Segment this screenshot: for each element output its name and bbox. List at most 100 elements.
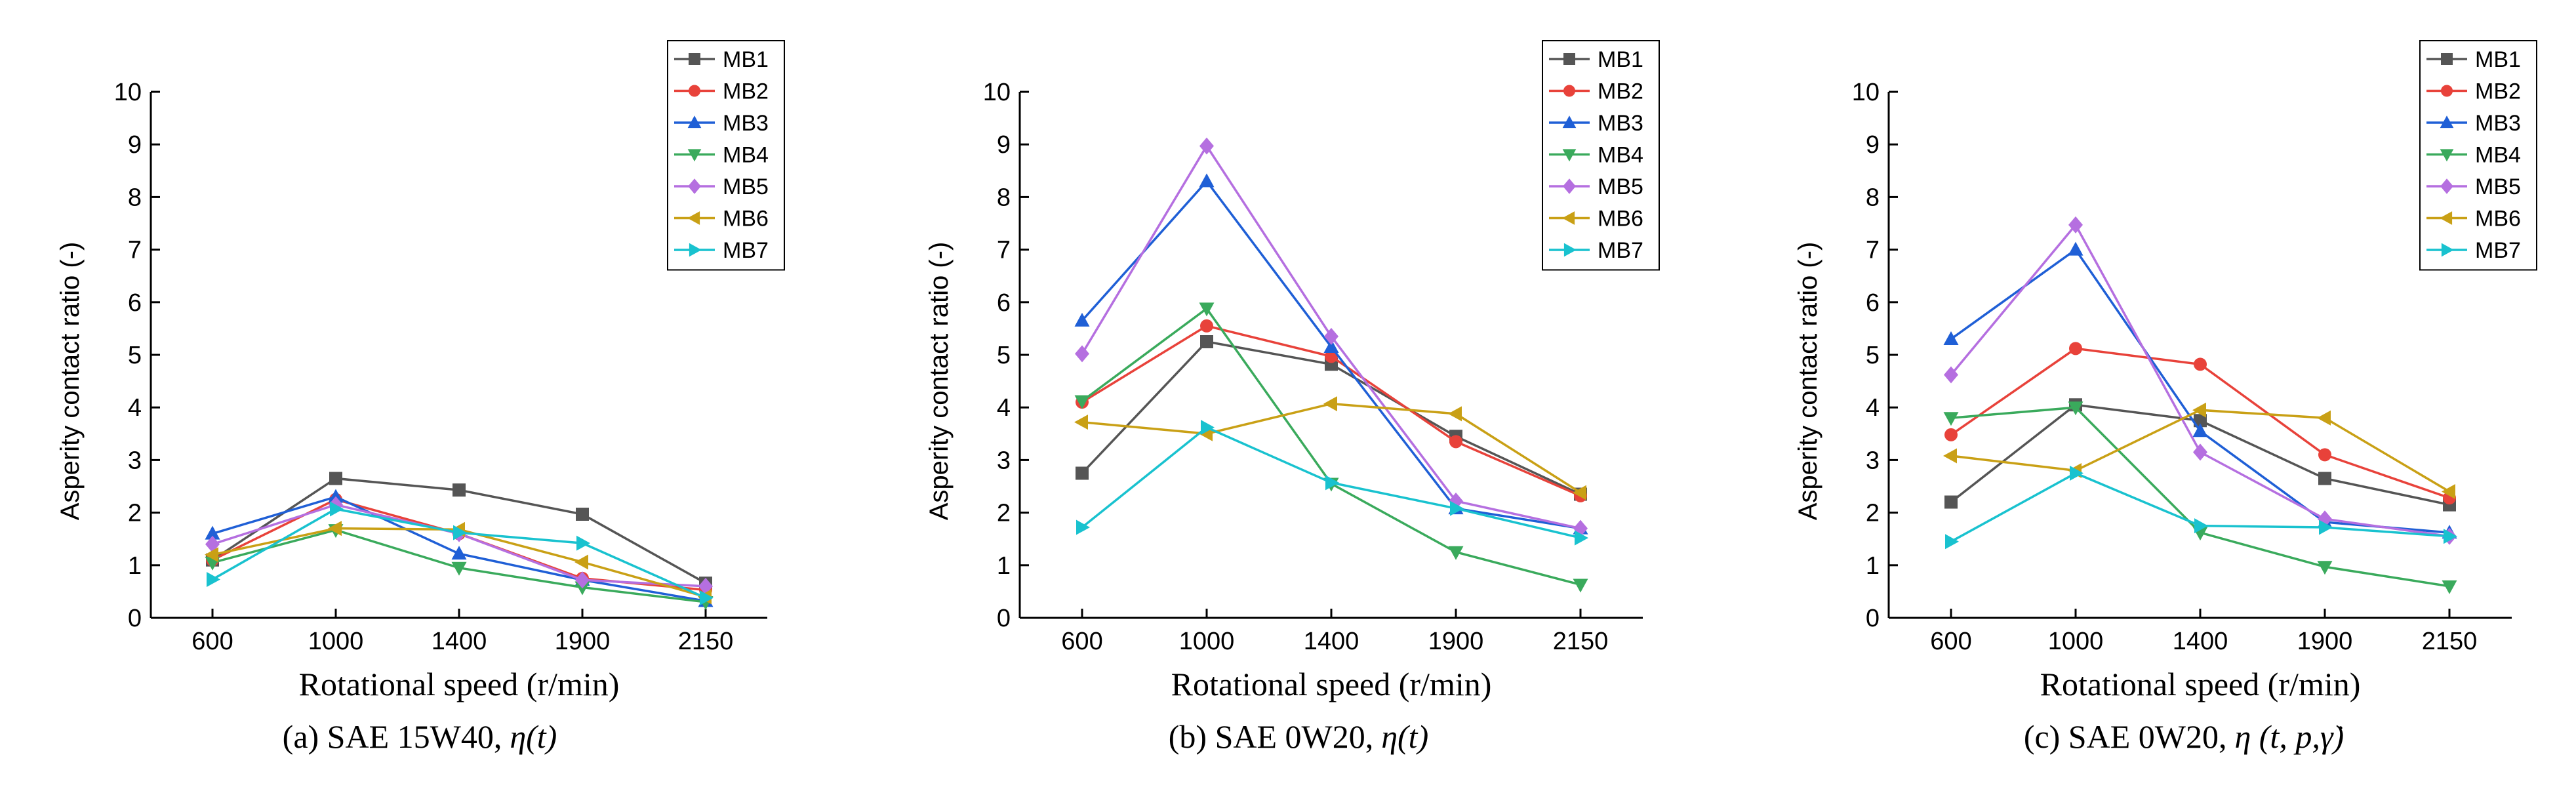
data-point xyxy=(1076,466,1089,480)
series-MB3 xyxy=(205,489,714,607)
data-point xyxy=(2317,561,2333,575)
legend-label: MB2 xyxy=(2475,79,2521,104)
legend-label: MB5 xyxy=(723,174,769,199)
data-point xyxy=(1573,485,1586,500)
x-axis-label: Rotational speed (r/min) xyxy=(299,666,620,702)
y-axis-label: Asperity contact ratio (-) xyxy=(56,242,85,521)
y-tick-label: 9 xyxy=(1866,131,1880,159)
y-tick-label: 1 xyxy=(128,552,142,580)
series-MB7 xyxy=(1945,465,2457,550)
caption-prefix: (b) SAE 0W20, xyxy=(1169,718,1373,755)
y-tick-label: 1 xyxy=(1866,552,1880,580)
data-point xyxy=(1324,327,1338,345)
y-tick-label: 7 xyxy=(128,237,142,264)
legend-marker xyxy=(2440,211,2453,225)
data-point xyxy=(451,561,467,576)
data-point xyxy=(453,525,467,540)
series-line xyxy=(1950,248,2450,534)
data-point xyxy=(1200,335,1213,348)
y-tick-label: 10 xyxy=(983,79,1011,106)
x-tick-label: 1900 xyxy=(1428,628,1484,655)
legend-marker xyxy=(1562,115,1577,129)
legend-marker xyxy=(2440,149,2454,162)
y-tick-label: 1 xyxy=(997,552,1011,580)
data-point xyxy=(1199,173,1215,188)
y-axis-label: Asperity contact ratio (-) xyxy=(925,242,954,521)
data-point xyxy=(453,483,466,497)
data-point xyxy=(2192,423,2208,437)
legend-label: MB6 xyxy=(2475,207,2521,232)
data-point xyxy=(2194,414,2207,428)
legend-label: MB6 xyxy=(723,207,769,232)
data-point xyxy=(1945,534,1959,550)
y-tick-label: 0 xyxy=(997,605,1011,632)
x-tick-label: 2150 xyxy=(1553,628,1609,655)
y-tick-label: 8 xyxy=(997,184,1011,211)
data-point xyxy=(1575,530,1588,546)
x-tick-label: 600 xyxy=(191,628,233,655)
panel-caption: (a) SAE 15W40, η(t) xyxy=(283,718,557,755)
x-axis-label: Rotational speed (r/min) xyxy=(1171,666,1492,702)
caption-symbol: η(t) xyxy=(1381,718,1428,755)
legend-label: MB7 xyxy=(723,238,769,263)
y-tick-label: 3 xyxy=(128,447,142,474)
y-tick-label: 8 xyxy=(128,184,142,211)
data-point xyxy=(1450,500,1464,516)
caption-symbol: η(t) xyxy=(510,718,557,755)
legend-marker xyxy=(2440,178,2453,194)
data-point xyxy=(1944,366,1958,384)
data-point xyxy=(2194,357,2207,371)
y-tick-label: 9 xyxy=(997,131,1011,159)
x-axis-label: Rotational speed (r/min) xyxy=(2040,666,2361,702)
data-point xyxy=(1074,395,1090,409)
legend-label: MB5 xyxy=(2475,174,2521,199)
x-tick-label: 600 xyxy=(1061,628,1102,655)
legend-label: MB1 xyxy=(2475,47,2521,72)
y-tick-label: 6 xyxy=(997,289,1011,317)
data-point xyxy=(2068,216,2083,233)
data-point xyxy=(207,571,220,587)
data-point xyxy=(1199,302,1215,317)
y-axis-label: Asperity contact ratio (-) xyxy=(1794,242,1822,521)
legend-label: MB7 xyxy=(1598,238,1643,263)
data-point xyxy=(575,571,590,589)
data-point xyxy=(1200,319,1213,333)
data-point xyxy=(1325,475,1339,491)
data-point xyxy=(205,525,220,540)
data-point xyxy=(330,501,344,517)
legend-marker xyxy=(1562,149,1577,162)
y-tick-label: 5 xyxy=(1866,342,1880,369)
legend-marker xyxy=(689,53,700,65)
x-tick-label: 1000 xyxy=(2048,628,2104,655)
legend-marker xyxy=(687,149,702,162)
y-tick-label: 7 xyxy=(1866,237,1880,264)
y-tick-label: 6 xyxy=(1866,289,1880,317)
data-point xyxy=(1201,420,1215,436)
caption-symbol: η (t, p,γ̇) xyxy=(2234,718,2344,755)
data-point xyxy=(2318,472,2331,485)
legend-label: MB4 xyxy=(723,143,769,168)
x-tick-label: 1900 xyxy=(555,628,611,655)
data-point xyxy=(1074,415,1088,430)
series-MB3 xyxy=(1943,241,2457,539)
y-tick-label: 4 xyxy=(997,394,1011,422)
series-MB6 xyxy=(1943,402,2455,500)
legend: MB1 MB2 MB3 MB4 MB5 MB6 MB7 xyxy=(667,40,785,271)
y-tick-label: 7 xyxy=(997,237,1011,264)
x-tick-label: 1900 xyxy=(2297,628,2353,655)
legend-marker xyxy=(688,178,701,194)
data-point xyxy=(2318,448,2331,462)
data-point xyxy=(1944,495,1958,509)
series-MB2 xyxy=(1944,342,2456,505)
legend-marker xyxy=(687,115,702,129)
legend-marker xyxy=(689,85,700,97)
data-point xyxy=(2194,518,2208,534)
series-MB5 xyxy=(1075,137,1588,537)
chart-panel-3: 0 1 2 3 4 5 6 7 8 9 10 600 1000 1400 1900 2150 Rotationa… xyxy=(1794,40,2537,755)
y-tick-label: 5 xyxy=(128,342,142,369)
data-point xyxy=(1076,519,1090,535)
series-MB7 xyxy=(1076,420,1588,546)
legend-marker xyxy=(2440,115,2454,129)
series-MB7 xyxy=(207,501,714,606)
y-tick-label: 9 xyxy=(128,131,142,159)
